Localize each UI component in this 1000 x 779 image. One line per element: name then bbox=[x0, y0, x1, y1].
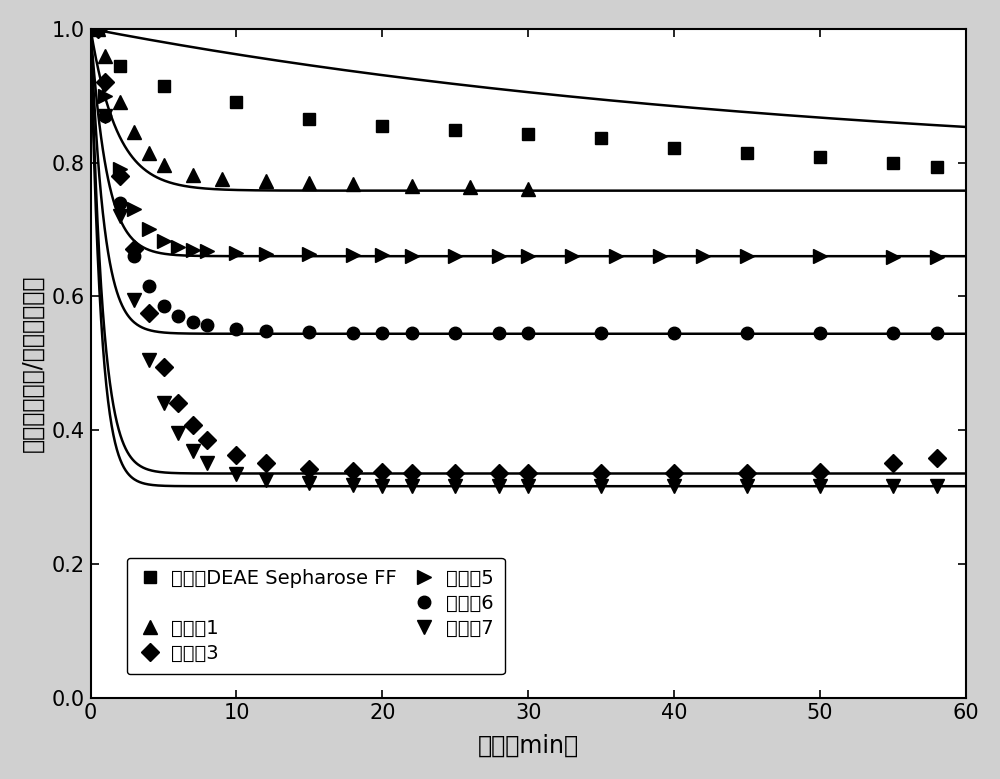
X-axis label: 时间（min）: 时间（min） bbox=[478, 734, 579, 758]
Y-axis label: 蛋白实时浓度/蛋白初始浓度: 蛋白实时浓度/蛋白初始浓度 bbox=[21, 274, 45, 452]
Legend: 商品化DEAE Sepharose FF, , 实施例1, 实施例3, 实施例5, 实施例6, 实施例7, : 商品化DEAE Sepharose FF, , 实施例1, 实施例3, 实施例5… bbox=[127, 558, 505, 675]
